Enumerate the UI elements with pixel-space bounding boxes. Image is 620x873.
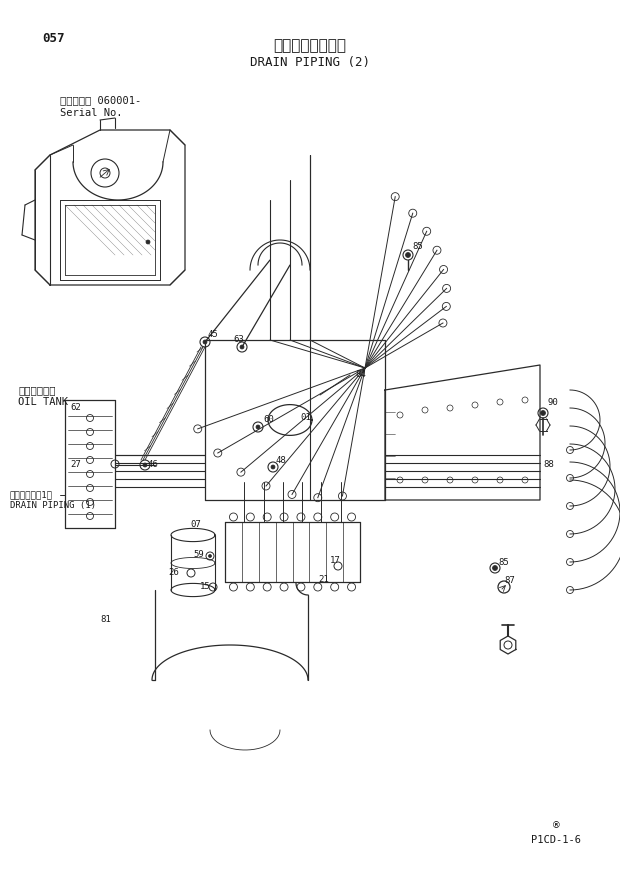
Text: OIL TANK: OIL TANK bbox=[18, 397, 68, 407]
Text: 87: 87 bbox=[504, 576, 515, 585]
Text: 26: 26 bbox=[168, 568, 179, 577]
Circle shape bbox=[405, 252, 410, 258]
Circle shape bbox=[492, 566, 497, 570]
Text: DRAIN PIPING (2): DRAIN PIPING (2) bbox=[250, 56, 370, 69]
Circle shape bbox=[143, 463, 147, 467]
Text: DRAIN PIPING (1): DRAIN PIPING (1) bbox=[10, 501, 96, 510]
Text: 46: 46 bbox=[148, 460, 159, 469]
Text: オイルタンク: オイルタンク bbox=[18, 385, 56, 395]
Circle shape bbox=[203, 340, 207, 344]
Text: 90: 90 bbox=[548, 398, 559, 407]
Text: 85: 85 bbox=[498, 558, 509, 567]
Text: ドレン配管（２）: ドレン配管（２） bbox=[273, 38, 347, 53]
Text: 63: 63 bbox=[233, 335, 244, 344]
Circle shape bbox=[208, 554, 211, 558]
Text: 85: 85 bbox=[412, 242, 423, 251]
Text: 60: 60 bbox=[263, 415, 274, 424]
Text: 88: 88 bbox=[543, 460, 554, 469]
Text: 81: 81 bbox=[100, 615, 111, 624]
Text: 62: 62 bbox=[70, 403, 81, 412]
Text: Serial No.: Serial No. bbox=[60, 108, 123, 118]
Text: 適用号機　 060001-: 適用号機 060001- bbox=[60, 95, 141, 105]
Text: 01: 01 bbox=[300, 413, 311, 422]
Circle shape bbox=[256, 425, 260, 429]
Circle shape bbox=[541, 410, 546, 416]
Text: 07: 07 bbox=[190, 520, 201, 529]
Circle shape bbox=[271, 465, 275, 469]
Text: 21: 21 bbox=[318, 575, 329, 584]
Text: 057: 057 bbox=[42, 32, 64, 45]
Text: 84: 84 bbox=[355, 370, 366, 379]
Text: 27: 27 bbox=[70, 460, 81, 469]
Text: ®: ® bbox=[552, 820, 559, 830]
Text: 17: 17 bbox=[330, 556, 341, 565]
Circle shape bbox=[146, 240, 150, 244]
Text: 15: 15 bbox=[200, 582, 211, 591]
Text: 45: 45 bbox=[208, 330, 219, 339]
Text: P1CD-1-6: P1CD-1-6 bbox=[531, 835, 581, 845]
Text: 48: 48 bbox=[275, 456, 286, 465]
Text: ドレン配管（1）: ドレン配管（1） bbox=[10, 490, 53, 499]
Text: 59: 59 bbox=[193, 550, 204, 559]
Circle shape bbox=[240, 345, 244, 349]
